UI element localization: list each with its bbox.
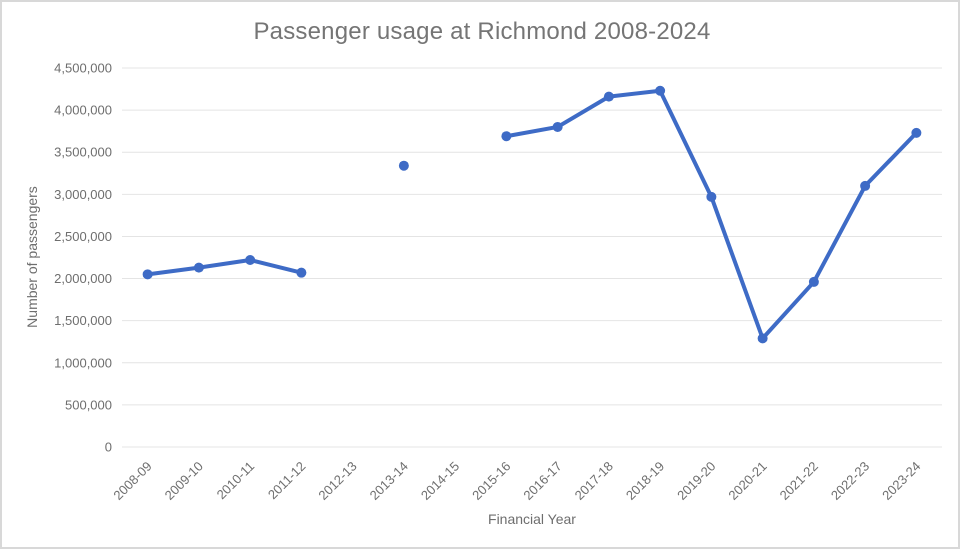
x-tick-label: 2023-24 xyxy=(879,459,923,503)
data-point-2016-17[interactable] xyxy=(552,121,563,132)
data-point-2009-10[interactable] xyxy=(193,262,204,273)
series-line xyxy=(504,88,919,341)
data-point-2013-14[interactable] xyxy=(398,160,409,171)
series-line xyxy=(145,258,304,277)
y-tick-label: 3,000,000 xyxy=(54,187,112,202)
data-point-2015-16[interactable] xyxy=(501,131,512,142)
data-point-2011-12[interactable] xyxy=(296,267,307,278)
x-tick-label: 2013-14 xyxy=(367,459,411,503)
data-point-2022-23[interactable] xyxy=(860,180,871,191)
y-tick-label: 1,500,000 xyxy=(54,313,112,328)
x-axis-title: Financial Year xyxy=(488,511,576,527)
data-point-2008-09[interactable] xyxy=(142,269,153,280)
y-tick-label: 1,000,000 xyxy=(54,355,112,370)
y-tick-label: 500,000 xyxy=(65,397,112,412)
y-tick-label: 4,500,000 xyxy=(54,61,112,76)
data-point-2017-18[interactable] xyxy=(603,91,614,102)
data-point-2010-11[interactable] xyxy=(245,255,256,266)
y-tick-label: 0 xyxy=(105,440,112,455)
data-point-2021-22[interactable] xyxy=(808,276,819,287)
x-tick-label: 2019-20 xyxy=(674,459,718,503)
x-tick-label: 2010-11 xyxy=(214,459,258,503)
x-tick-label: 2015-16 xyxy=(469,459,513,503)
y-tick-label: 2,500,000 xyxy=(54,229,112,244)
x-tick-label: 2021-22 xyxy=(777,459,821,503)
x-tick-label: 2016-17 xyxy=(520,459,564,503)
data-point-2018-19[interactable] xyxy=(655,85,666,96)
data-point-2023-24[interactable] xyxy=(911,127,922,138)
x-tick-label: 2008-09 xyxy=(110,459,154,503)
data-point-2020-21[interactable] xyxy=(757,333,768,344)
x-tick-label: 2009-10 xyxy=(162,459,206,503)
chart-title: Passenger usage at Richmond 2008-2024 xyxy=(253,18,711,45)
y-tick-label: 3,500,000 xyxy=(54,145,112,160)
data-point-2019-20[interactable] xyxy=(706,191,717,202)
x-tick-label: 2017-18 xyxy=(572,459,616,503)
y-tick-label: 2,000,000 xyxy=(54,271,112,286)
x-tick-label: 2018-19 xyxy=(623,459,667,503)
x-tick-label: 2014-15 xyxy=(418,459,462,503)
x-tick-label: 2011-12 xyxy=(265,459,309,503)
y-tick-label: 4,000,000 xyxy=(54,103,112,118)
x-tick-label: 2012-13 xyxy=(315,459,359,503)
x-tick-label: 2020-21 xyxy=(725,459,769,503)
x-tick-label: 2022-23 xyxy=(828,459,872,503)
